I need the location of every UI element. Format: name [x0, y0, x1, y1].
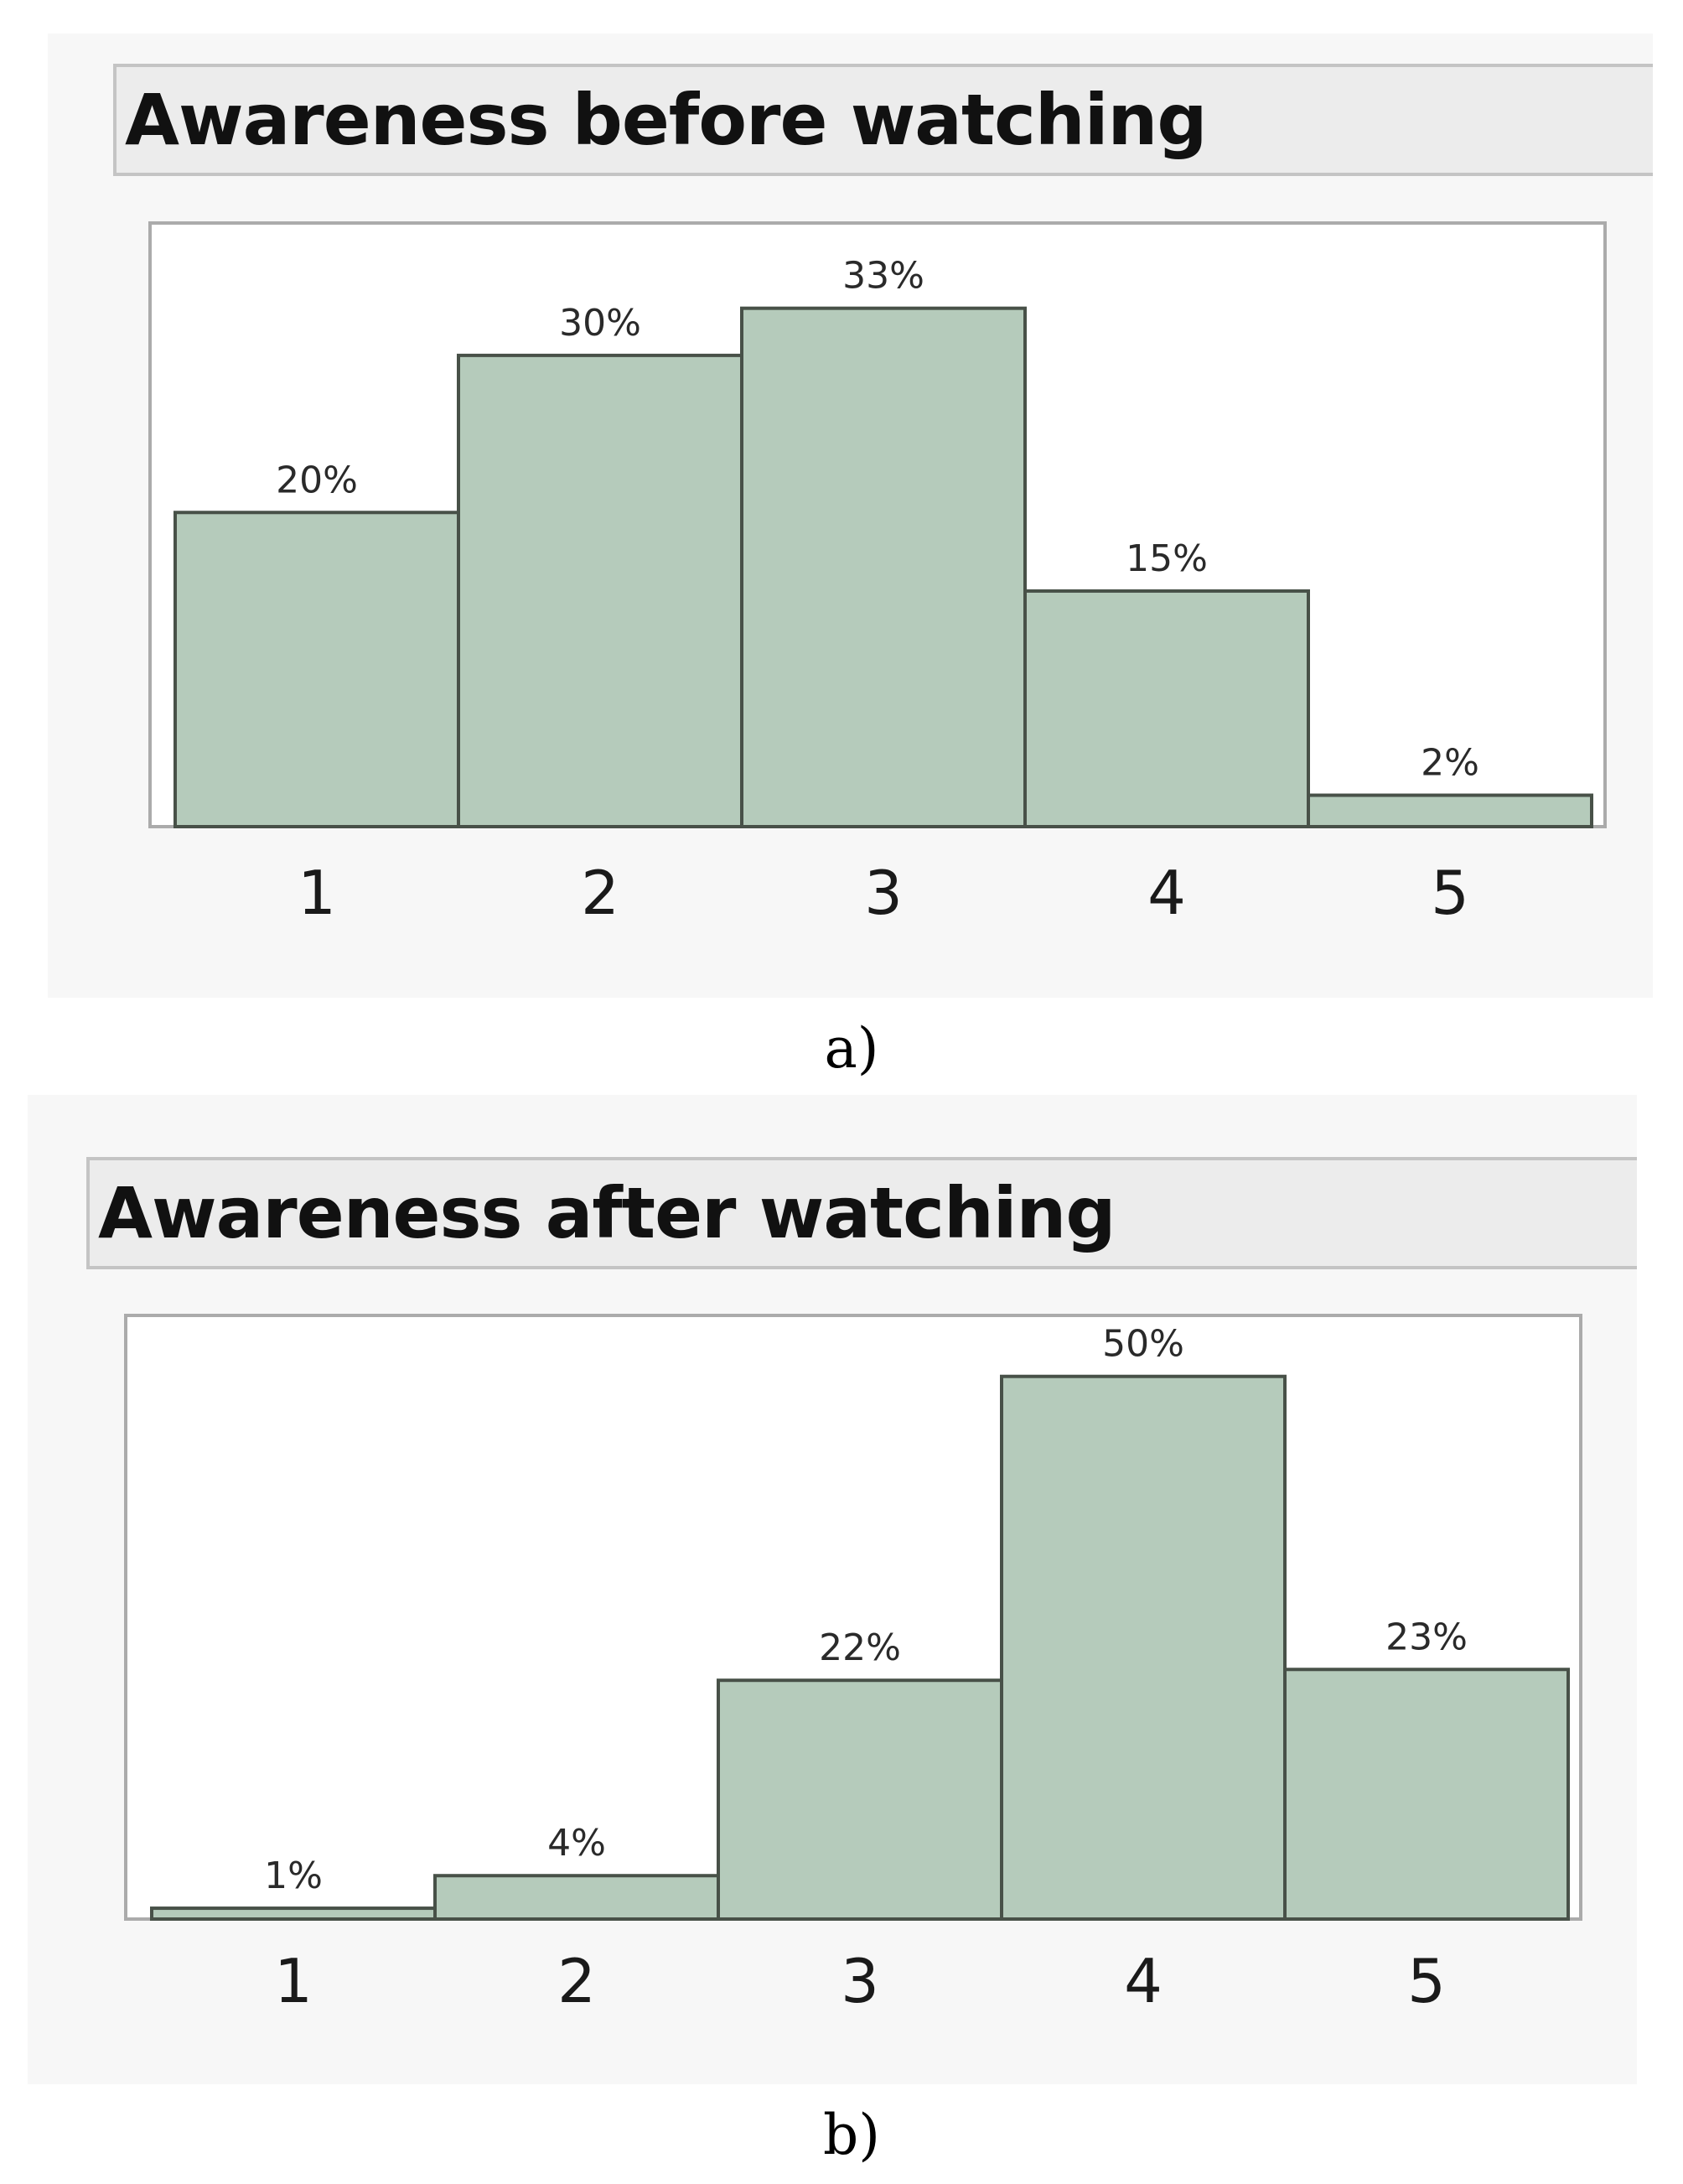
data-label-after-4: 50%: [1102, 1323, 1184, 1366]
bar-after-2: [433, 1874, 720, 1922]
bar-before-5: [1307, 793, 1593, 828]
chart-panel-after: Awareness after watching 1% 1 4% 2 22% 3 50% 4 2…: [28, 1095, 1637, 2084]
caption-b: b): [823, 2103, 880, 2167]
x-tick-label-before-1: 1: [298, 858, 336, 928]
bar-before-4: [1023, 589, 1310, 829]
bar-chart-after: 1% 1 4% 2 22% 3 50% 4 23% 5: [124, 1314, 1582, 2016]
bar-before-1: [173, 511, 460, 829]
bar-after-1: [150, 1906, 437, 1922]
panel-header-after: Awareness after watching: [86, 1157, 1637, 1269]
data-label-before-3: 33%: [842, 255, 924, 298]
x-tick-label-before-5: 5: [1431, 858, 1469, 928]
chart-title-after: Awareness after watching: [98, 1172, 1116, 1254]
bar-chart-before: 20% 1 30% 2 33% 3 15% 4 2% 5: [148, 221, 1607, 928]
bar-before-2: [457, 353, 743, 829]
bar-after-4: [1000, 1374, 1287, 1921]
data-label-before-4: 15%: [1126, 537, 1208, 580]
x-tick-label-after-2: 2: [557, 1946, 596, 2016]
chart-panel-before: Awareness before watching 20% 1 30% 2 33% 3 15…: [48, 34, 1653, 998]
data-label-after-5: 23%: [1385, 1616, 1468, 1658]
panel-header-before: Awareness before watching: [113, 64, 1653, 176]
x-tick-label-after-3: 3: [841, 1946, 879, 2016]
bar-before-3: [740, 306, 1027, 828]
data-label-before-5: 2%: [1421, 742, 1479, 785]
x-tick-label-after-4: 4: [1124, 1946, 1163, 2016]
x-tick-label-before-2: 2: [581, 858, 619, 928]
x-tick-label-after-1: 1: [274, 1946, 313, 2016]
caption-a: a): [824, 1016, 879, 1081]
x-tick-label-before-3: 3: [864, 858, 903, 928]
chart-title-before: Awareness before watching: [125, 79, 1207, 161]
data-label-before-2: 30%: [559, 302, 641, 345]
data-label-after-1: 1%: [264, 1855, 323, 1897]
data-label-before-1: 20%: [276, 459, 358, 501]
x-tick-label-after-5: 5: [1407, 1946, 1446, 2016]
data-label-after-2: 4%: [547, 1822, 606, 1865]
bar-after-3: [717, 1678, 1003, 1921]
x-tick-label-before-4: 4: [1147, 858, 1186, 928]
data-label-after-3: 22%: [819, 1626, 901, 1669]
bar-after-5: [1283, 1668, 1570, 1921]
